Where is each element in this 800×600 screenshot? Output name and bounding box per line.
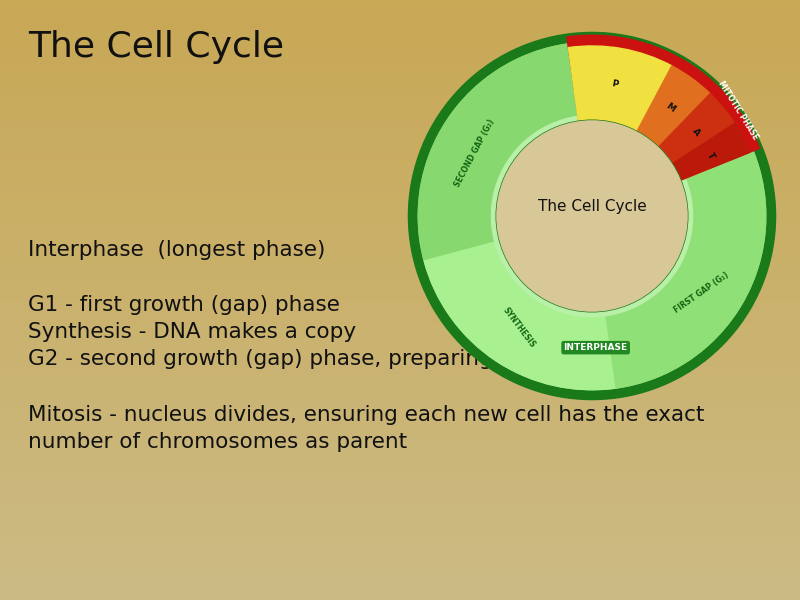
Text: The Cell Cycle: The Cell Cycle [538,199,646,214]
Text: SECOND GAP (G₂): SECOND GAP (G₂) [453,118,496,189]
Wedge shape [638,66,710,146]
Text: T: T [706,151,716,160]
Wedge shape [491,116,693,317]
Wedge shape [566,33,762,160]
Text: Mitosis - nucleus divides, ensuring each new cell has the exact: Mitosis - nucleus divides, ensuring each… [28,405,704,425]
Text: Synthesis - DNA makes a copy: Synthesis - DNA makes a copy [28,322,356,342]
Wedge shape [606,151,766,388]
Text: Interphase  (longest phase): Interphase (longest phase) [28,240,326,260]
Text: M: M [664,102,677,114]
Text: number of chromosomes as parent: number of chromosomes as parent [28,432,407,452]
Text: The Cell Cycle: The Cell Cycle [28,30,284,64]
Text: INTERPHASE: INTERPHASE [563,343,628,352]
Text: G1 - first growth (gap) phase: G1 - first growth (gap) phase [28,295,340,315]
Circle shape [409,33,775,399]
Wedge shape [568,46,672,130]
Wedge shape [571,66,731,168]
Text: FIRST GAP (G₁): FIRST GAP (G₁) [672,271,730,315]
Text: A: A [690,127,702,137]
Wedge shape [659,94,734,163]
Wedge shape [424,241,616,390]
Wedge shape [674,124,750,179]
Wedge shape [574,88,710,181]
Text: G2 - second growth (gap) phase, preparing for mitosis: G2 - second growth (gap) phase, preparin… [28,349,613,369]
Circle shape [497,121,687,311]
Wedge shape [418,44,578,261]
Wedge shape [418,44,766,390]
Text: P: P [611,80,619,89]
Text: SYNTHESIS: SYNTHESIS [502,306,538,350]
Text: MITOTIC PHASE: MITOTIC PHASE [717,79,760,141]
